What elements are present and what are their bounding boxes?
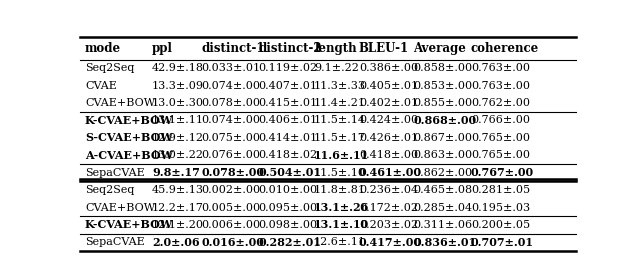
Text: 0.095±.00: 0.095±.00 xyxy=(259,203,317,213)
Text: 0.836±.01: 0.836±.01 xyxy=(413,237,476,248)
Text: 0.762±.00: 0.762±.00 xyxy=(471,98,530,108)
Text: 0.010±.00: 0.010±.00 xyxy=(259,185,317,195)
Text: CVAE+BOW: CVAE+BOW xyxy=(85,203,155,213)
Text: 45.9±.13: 45.9±.13 xyxy=(152,185,204,195)
Text: 0.855±.00: 0.855±.00 xyxy=(413,98,472,108)
Text: 0.426±.01: 0.426±.01 xyxy=(359,133,418,143)
Text: 0.078±.00: 0.078±.00 xyxy=(202,167,264,178)
Text: 0.195±.03: 0.195±.03 xyxy=(471,203,530,213)
Text: 12.9±.12: 12.9±.12 xyxy=(152,133,204,143)
Text: distinct-2: distinct-2 xyxy=(259,42,322,55)
Text: 0.203±.02: 0.203±.02 xyxy=(359,220,418,230)
Text: 11.5±.14: 11.5±.14 xyxy=(314,115,366,125)
Text: 0.858±.00: 0.858±.00 xyxy=(413,63,472,73)
Text: 9.1±.22: 9.1±.22 xyxy=(314,63,359,73)
Text: 2.0±.06: 2.0±.06 xyxy=(152,237,200,248)
Text: 0.236±.04: 0.236±.04 xyxy=(359,185,418,195)
Text: 0.465±.08: 0.465±.08 xyxy=(413,185,472,195)
Text: 12.1±.20: 12.1±.20 xyxy=(152,220,204,230)
Text: 13.3±.09: 13.3±.09 xyxy=(152,81,204,91)
Text: 11.4±.21: 11.4±.21 xyxy=(314,98,366,108)
Text: A-CVAE+BOW: A-CVAE+BOW xyxy=(85,150,173,161)
Text: 13.1±.11: 13.1±.11 xyxy=(152,115,204,125)
Text: 12.6±.11: 12.6±.11 xyxy=(314,237,366,247)
Text: 0.862±.00: 0.862±.00 xyxy=(413,168,472,178)
Text: 0.311±.06: 0.311±.06 xyxy=(413,220,472,230)
Text: 11.6±.11: 11.6±.11 xyxy=(314,150,369,161)
Text: 0.119±.02: 0.119±.02 xyxy=(259,63,317,73)
Text: 0.075±.00: 0.075±.00 xyxy=(202,133,260,143)
Text: 0.504±.01: 0.504±.01 xyxy=(259,167,321,178)
Text: 0.868±.00: 0.868±.00 xyxy=(413,115,476,126)
Text: 0.766±.00: 0.766±.00 xyxy=(471,115,530,125)
Text: S-CVAE+BOW: S-CVAE+BOW xyxy=(85,132,173,143)
Text: 0.424±.00: 0.424±.00 xyxy=(359,115,418,125)
Text: 0.707±.01: 0.707±.01 xyxy=(471,237,534,248)
Text: 0.767±.00: 0.767±.00 xyxy=(471,167,534,178)
Text: 0.033±.01: 0.033±.01 xyxy=(202,63,260,73)
Text: 0.765±.00: 0.765±.00 xyxy=(471,133,530,143)
Text: SepaCVAE: SepaCVAE xyxy=(85,168,145,178)
Text: 0.414±.01: 0.414±.01 xyxy=(259,133,317,143)
Text: ppl: ppl xyxy=(152,42,173,55)
Text: 13.1±.26: 13.1±.26 xyxy=(314,202,369,213)
Text: 0.386±.00: 0.386±.00 xyxy=(359,63,418,73)
Text: mode: mode xyxy=(85,42,121,55)
Text: Seq2Seq: Seq2Seq xyxy=(85,63,134,73)
Text: 11.3±.33: 11.3±.33 xyxy=(314,81,366,91)
Text: 9.8±.17: 9.8±.17 xyxy=(152,167,200,178)
Text: K-CVAE+BOW: K-CVAE+BOW xyxy=(85,115,173,126)
Text: Seq2Seq: Seq2Seq xyxy=(85,185,134,195)
Text: 0.867±.00: 0.867±.00 xyxy=(413,133,472,143)
Text: 0.016±.00: 0.016±.00 xyxy=(202,237,264,248)
Text: 0.285±.04: 0.285±.04 xyxy=(413,203,472,213)
Text: 0.763±.00: 0.763±.00 xyxy=(471,81,530,91)
Text: 11.5±.17: 11.5±.17 xyxy=(314,133,366,143)
Text: 0.005±.00: 0.005±.00 xyxy=(202,203,260,213)
Text: 13.1±.10: 13.1±.10 xyxy=(314,219,369,231)
Text: 0.006±.00: 0.006±.00 xyxy=(202,220,260,230)
Text: length: length xyxy=(314,42,356,55)
Text: 0.763±.00: 0.763±.00 xyxy=(471,63,530,73)
Text: 0.074±.00: 0.074±.00 xyxy=(202,81,260,91)
Text: 12.2±.17: 12.2±.17 xyxy=(152,203,204,213)
Text: 0.098±.00: 0.098±.00 xyxy=(259,220,317,230)
Text: 0.002±.00: 0.002±.00 xyxy=(202,185,260,195)
Text: CVAE: CVAE xyxy=(85,81,117,91)
Text: 11.5±.10: 11.5±.10 xyxy=(314,168,366,178)
Text: 0.418±.00: 0.418±.00 xyxy=(359,150,418,160)
Text: 42.9±.18: 42.9±.18 xyxy=(152,63,204,73)
Text: 0.406±.01: 0.406±.01 xyxy=(259,115,317,125)
Text: CVAE+BOW: CVAE+BOW xyxy=(85,98,155,108)
Text: 0.461±.00: 0.461±.00 xyxy=(359,167,422,178)
Text: 0.418±.02: 0.418±.02 xyxy=(259,150,317,160)
Text: 0.765±.00: 0.765±.00 xyxy=(471,150,530,160)
Text: 0.417±.00: 0.417±.00 xyxy=(359,237,422,248)
Text: 0.282±.01: 0.282±.01 xyxy=(259,237,321,248)
Text: 13.0±.30: 13.0±.30 xyxy=(152,98,204,108)
Text: coherence: coherence xyxy=(471,42,539,55)
Text: 0.200±.05: 0.200±.05 xyxy=(471,220,530,230)
Text: 0.863±.00: 0.863±.00 xyxy=(413,150,472,160)
Text: 0.074±.00: 0.074±.00 xyxy=(202,115,260,125)
Text: 0.078±.00: 0.078±.00 xyxy=(202,98,260,108)
Text: BLEU-1: BLEU-1 xyxy=(359,42,409,55)
Text: 13.0±.22: 13.0±.22 xyxy=(152,150,204,160)
Text: 0.405±.01: 0.405±.01 xyxy=(359,81,418,91)
Text: SepaCVAE: SepaCVAE xyxy=(85,237,145,247)
Text: 11.8±.81: 11.8±.81 xyxy=(314,185,366,195)
Text: 0.076±.00: 0.076±.00 xyxy=(202,150,260,160)
Text: 0.172±.02: 0.172±.02 xyxy=(359,203,418,213)
Text: 0.402±.01: 0.402±.01 xyxy=(359,98,418,108)
Text: distinct-1: distinct-1 xyxy=(202,42,265,55)
Text: 0.853±.00: 0.853±.00 xyxy=(413,81,472,91)
Text: 0.407±.01: 0.407±.01 xyxy=(259,81,317,91)
Text: 0.415±.01: 0.415±.01 xyxy=(259,98,317,108)
Text: K-CVAE+BOW: K-CVAE+BOW xyxy=(85,219,173,231)
Text: Average: Average xyxy=(413,42,466,55)
Text: 0.281±.05: 0.281±.05 xyxy=(471,185,530,195)
